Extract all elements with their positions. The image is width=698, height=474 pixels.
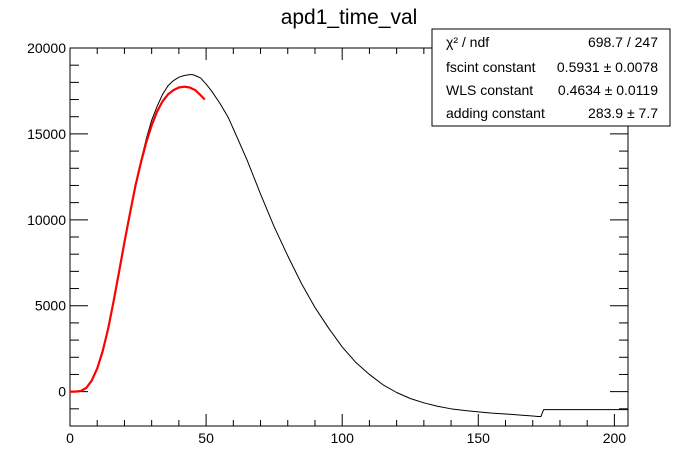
y-tick-label: 0 xyxy=(58,384,66,400)
y-tick-label: 10000 xyxy=(27,212,66,228)
y-tick-label: 5000 xyxy=(35,298,66,314)
stats-box-frame xyxy=(431,28,671,127)
chart-title: apd1_time_val xyxy=(281,6,418,29)
stats-fscint-label: fscint constant xyxy=(446,59,536,75)
stats-chi2-value: 698.7 / 247 xyxy=(588,34,658,50)
x-tick-label: 200 xyxy=(603,430,627,446)
stats-wls-label: WLS constant xyxy=(446,82,533,98)
stats-fscint-value: 0.5931 ± 0.0078 xyxy=(557,59,658,75)
stats-adding-value: 283.9 ± 7.7 xyxy=(588,105,658,121)
x-tick-label: 50 xyxy=(198,430,214,446)
y-axis: 0 5000 10000 15000 20000 xyxy=(27,40,628,427)
stats-chi2-label: χ² / ndf xyxy=(446,34,489,50)
x-tick-label: 100 xyxy=(331,430,355,446)
stats-wls-value: 0.4634 ± 0.0119 xyxy=(558,82,658,98)
x-tick-label: 0 xyxy=(66,430,74,446)
fit-curve-line xyxy=(70,85,206,393)
series-layer xyxy=(70,74,628,418)
stats-adding-label: adding constant xyxy=(446,105,545,121)
y-tick-label: 15000 xyxy=(27,126,66,142)
y-tick-label: 20000 xyxy=(27,40,66,56)
x-tick-label: 150 xyxy=(467,430,491,446)
stats-box: χ² / ndf 698.7 / 247 fscint constant 0.5… xyxy=(431,28,671,127)
